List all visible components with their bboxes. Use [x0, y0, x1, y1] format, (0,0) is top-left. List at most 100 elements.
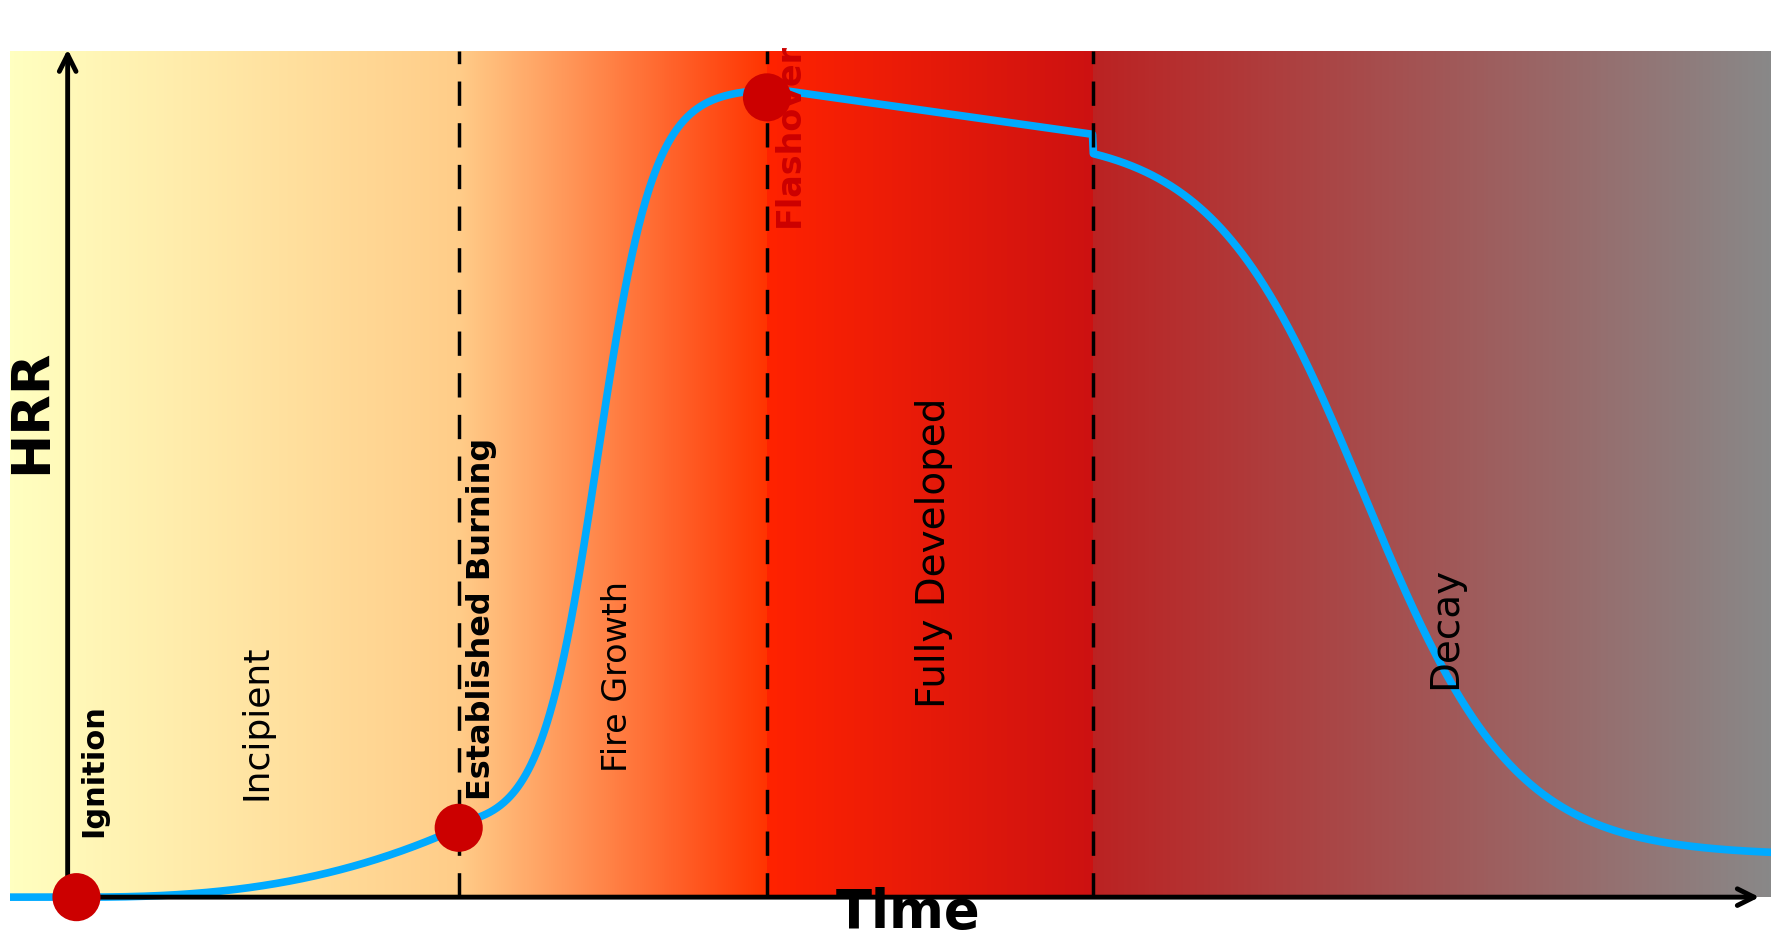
Bar: [1730, 51, 1732, 897]
Bar: [1473, 51, 1475, 897]
Bar: [1454, 51, 1458, 897]
Bar: [1459, 51, 1461, 897]
Bar: [1681, 51, 1682, 897]
Bar: [1728, 51, 1730, 897]
Bar: [1179, 51, 1181, 897]
Bar: [1640, 51, 1642, 897]
Bar: [1470, 51, 1473, 897]
Bar: [1348, 51, 1351, 897]
Bar: [1403, 51, 1404, 897]
Bar: [1695, 51, 1697, 897]
Bar: [1167, 51, 1169, 897]
Bar: [1233, 51, 1234, 897]
Bar: [1665, 51, 1667, 897]
Bar: [1725, 51, 1728, 897]
Bar: [1760, 51, 1762, 897]
Bar: [1688, 51, 1690, 897]
Bar: [1736, 51, 1737, 897]
Bar: [1463, 51, 1466, 897]
Bar: [1330, 51, 1332, 897]
Bar: [1326, 51, 1328, 897]
Bar: [1461, 51, 1463, 897]
Bar: [1528, 51, 1532, 897]
Bar: [1311, 51, 1312, 897]
Bar: [1535, 51, 1539, 897]
Bar: [1401, 51, 1403, 897]
Bar: [1667, 51, 1670, 897]
Bar: [1445, 51, 1447, 897]
Bar: [1185, 51, 1188, 897]
Bar: [1512, 51, 1516, 897]
Bar: [1355, 51, 1357, 897]
Bar: [1119, 51, 1123, 897]
Bar: [1135, 51, 1139, 897]
Bar: [1504, 51, 1507, 897]
Bar: [1280, 51, 1282, 897]
Bar: [1716, 51, 1720, 897]
Bar: [1241, 51, 1245, 897]
Bar: [1247, 51, 1249, 897]
Bar: [1509, 51, 1511, 897]
Bar: [1351, 51, 1353, 897]
Text: Incipient: Incipient: [239, 645, 273, 800]
Bar: [1190, 51, 1192, 897]
Bar: [1109, 51, 1110, 897]
Bar: [1387, 51, 1388, 897]
Bar: [1302, 51, 1303, 897]
Bar: [1339, 51, 1341, 897]
Bar: [1296, 51, 1298, 897]
Bar: [1110, 51, 1114, 897]
Bar: [1769, 51, 1771, 897]
Bar: [1250, 51, 1254, 897]
Bar: [1158, 51, 1160, 897]
Bar: [1711, 51, 1713, 897]
Bar: [1199, 51, 1201, 897]
Bar: [1319, 51, 1321, 897]
Bar: [1406, 51, 1410, 897]
Text: Fire Growth: Fire Growth: [600, 581, 634, 773]
Bar: [1215, 51, 1217, 897]
Bar: [1201, 51, 1204, 897]
Bar: [1341, 51, 1344, 897]
Bar: [1332, 51, 1335, 897]
Bar: [1594, 51, 1597, 897]
Bar: [1626, 51, 1629, 897]
Point: [445, 820, 473, 835]
Bar: [1764, 51, 1766, 897]
Bar: [1380, 51, 1381, 897]
Bar: [1583, 51, 1585, 897]
Bar: [1744, 51, 1746, 897]
Bar: [1206, 51, 1208, 897]
Bar: [1217, 51, 1220, 897]
Bar: [1498, 51, 1500, 897]
Bar: [1176, 51, 1179, 897]
Bar: [1553, 51, 1557, 897]
Bar: [1752, 51, 1753, 897]
Bar: [1700, 51, 1704, 897]
Bar: [1279, 51, 1280, 897]
Bar: [1450, 51, 1452, 897]
Bar: [1337, 51, 1339, 897]
Bar: [1527, 51, 1528, 897]
Bar: [1635, 51, 1638, 897]
Bar: [1605, 51, 1606, 897]
Bar: [1419, 51, 1420, 897]
Bar: [1254, 51, 1256, 897]
Bar: [1670, 51, 1672, 897]
Bar: [1373, 51, 1376, 897]
Bar: [1148, 51, 1149, 897]
Bar: [1753, 51, 1755, 897]
Bar: [1420, 51, 1422, 897]
Bar: [1466, 51, 1468, 897]
Bar: [1433, 51, 1435, 897]
Bar: [1697, 51, 1698, 897]
Bar: [1417, 51, 1419, 897]
Bar: [1103, 51, 1107, 897]
Bar: [1477, 51, 1479, 897]
Bar: [1360, 51, 1362, 897]
Bar: [1732, 51, 1736, 897]
Bar: [1291, 51, 1295, 897]
Bar: [1381, 51, 1385, 897]
Bar: [1133, 51, 1135, 897]
Bar: [1567, 51, 1569, 897]
